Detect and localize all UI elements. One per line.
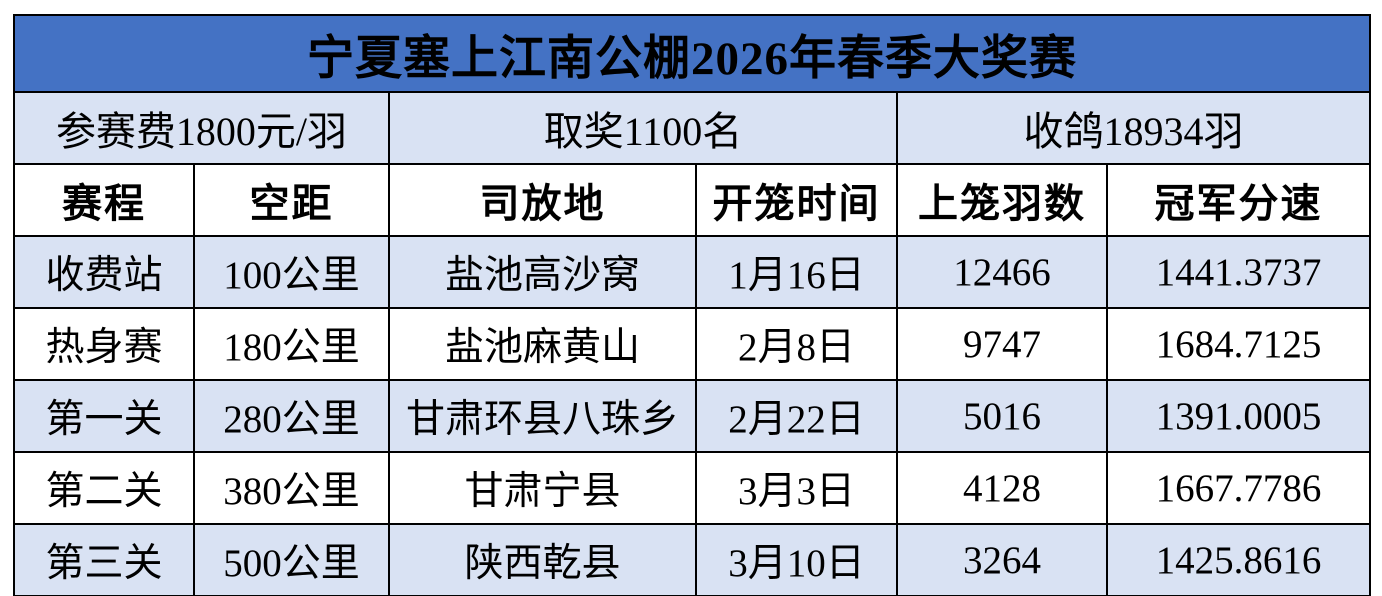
table-cell: 5016 [896, 379, 1108, 453]
column-header-1: 空距 [193, 163, 390, 237]
table-cell: 甘肃宁县 [388, 451, 697, 525]
table-cell: 180公里 [193, 307, 390, 381]
race-schedule-table: 宁夏塞上江南公棚2026年春季大奖赛 参赛费1800元/羽 取奖1100名 收鸽… [13, 14, 1371, 596]
table-cell: 100公里 [193, 235, 390, 309]
pigeons-collected: 收鸽18934羽 [896, 91, 1371, 165]
table-cell: 第一关 [13, 379, 195, 453]
column-header-4: 上笼羽数 [896, 163, 1108, 237]
table-cell: 380公里 [193, 451, 390, 525]
table-row: 第二关 380公里 甘肃宁县 3月3日 4128 1667.7786 [13, 451, 1371, 525]
table-cell: 1441.3737 [1106, 235, 1371, 309]
table-cell: 12466 [896, 235, 1108, 309]
table-cell: 第三关 [13, 523, 195, 596]
table-cell: 500公里 [193, 523, 390, 596]
column-header-5: 冠军分速 [1106, 163, 1371, 237]
table-cell: 3月3日 [695, 451, 898, 525]
table-cell: 收费站 [13, 235, 195, 309]
table-cell: 热身赛 [13, 307, 195, 381]
entry-fee: 参赛费1800元/羽 [13, 91, 390, 165]
table-cell: 陕西乾县 [388, 523, 697, 596]
info-row: 参赛费1800元/羽 取奖1100名 收鸽18934羽 [13, 91, 1371, 165]
title-row: 宁夏塞上江南公棚2026年春季大奖赛 [13, 14, 1371, 93]
column-header-0: 赛程 [13, 163, 195, 237]
table-cell: 盐池高沙窝 [388, 235, 697, 309]
table-cell: 2月22日 [695, 379, 898, 453]
table-cell: 280公里 [193, 379, 390, 453]
table-row: 第三关 500公里 陕西乾县 3月10日 3264 1425.8616 [13, 523, 1371, 596]
table-cell: 1月16日 [695, 235, 898, 309]
table-cell: 1391.0005 [1106, 379, 1371, 453]
page-title: 宁夏塞上江南公棚2026年春季大奖赛 [13, 14, 1371, 93]
table-cell: 1667.7786 [1106, 451, 1371, 525]
table-row: 第一关 280公里 甘肃环县八珠乡 2月22日 5016 1391.0005 [13, 379, 1371, 453]
table-cell: 4128 [896, 451, 1108, 525]
column-header-3: 开笼时间 [695, 163, 898, 237]
prize-count: 取奖1100名 [388, 91, 898, 165]
table-row: 热身赛 180公里 盐池麻黄山 2月8日 9747 1684.7125 [13, 307, 1371, 381]
table-row: 收费站 100公里 盐池高沙窝 1月16日 12466 1441.3737 [13, 235, 1371, 309]
table-cell: 盐池麻黄山 [388, 307, 697, 381]
table-cell: 第二关 [13, 451, 195, 525]
table-cell: 2月8日 [695, 307, 898, 381]
column-header-row: 赛程 空距 司放地 开笼时间 上笼羽数 冠军分速 [13, 163, 1371, 237]
table-cell: 3月10日 [695, 523, 898, 596]
table-cell: 9747 [896, 307, 1108, 381]
table-cell: 1684.7125 [1106, 307, 1371, 381]
column-header-2: 司放地 [388, 163, 697, 237]
table-cell: 甘肃环县八珠乡 [388, 379, 697, 453]
table-cell: 3264 [896, 523, 1108, 596]
table-cell: 1425.8616 [1106, 523, 1371, 596]
